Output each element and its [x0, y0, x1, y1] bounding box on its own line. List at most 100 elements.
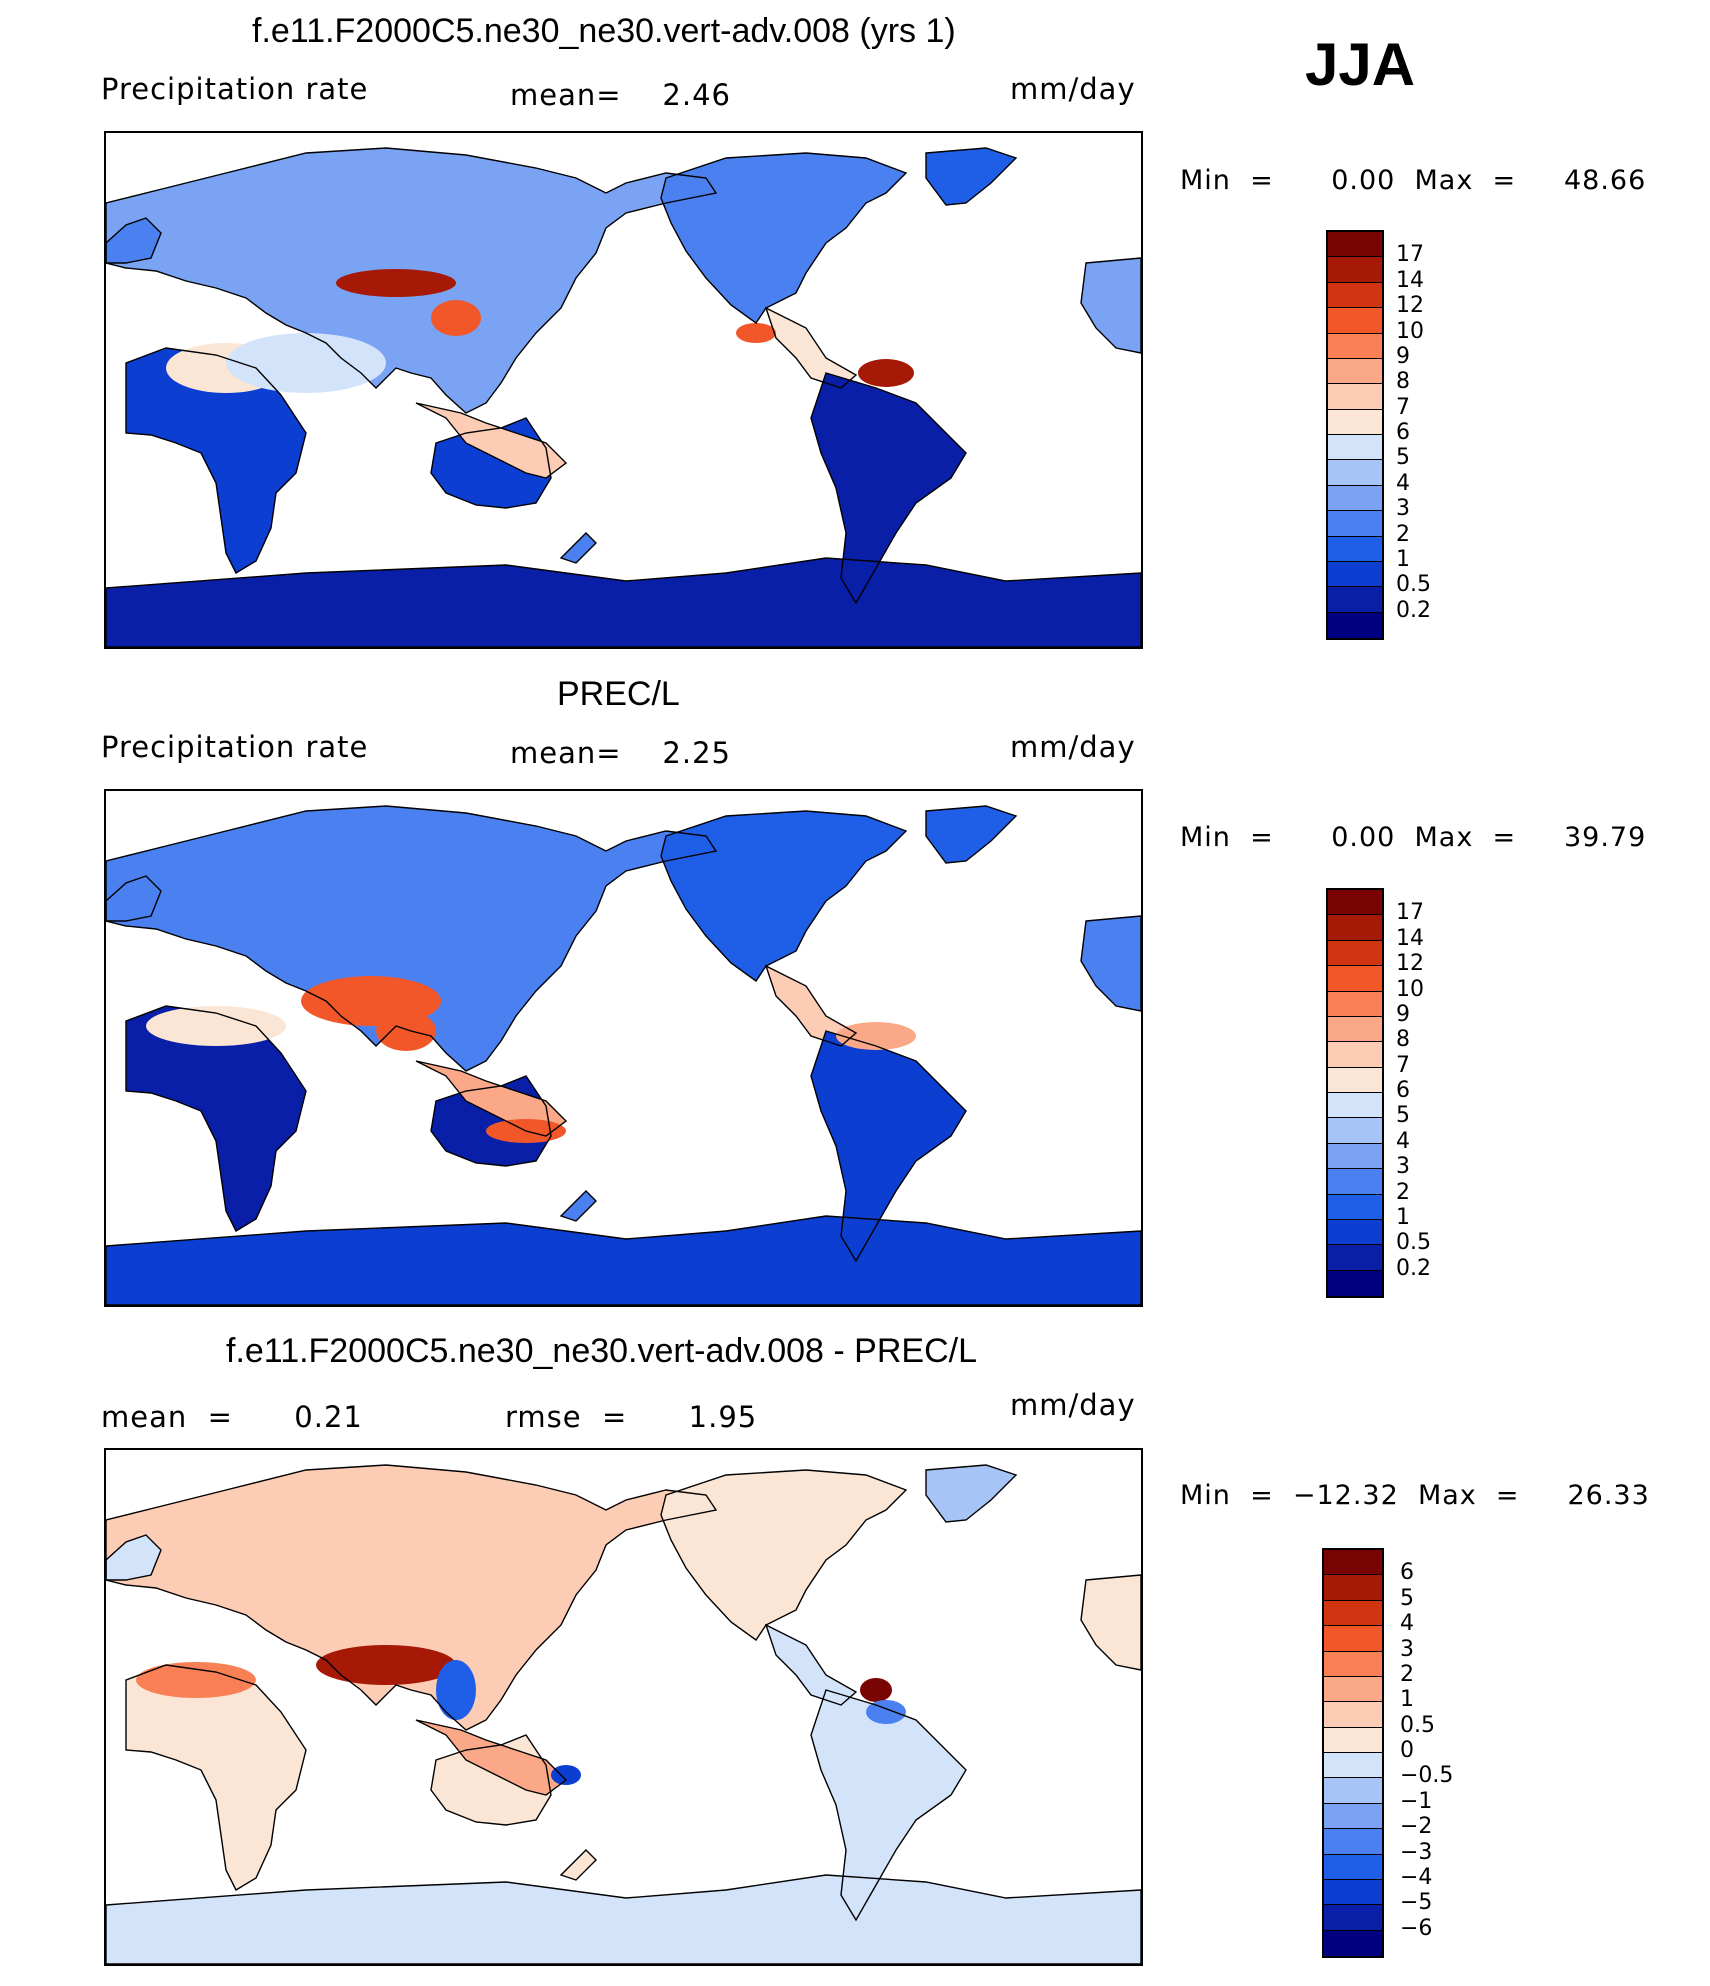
land-nz [561, 533, 596, 563]
coastline [430, 1734, 552, 1826]
panel3-colorbar [1322, 1548, 1384, 1958]
panel1-mean: mean= 2.46 [510, 78, 731, 112]
land-greenland [926, 148, 1016, 205]
land-camerica [766, 966, 856, 1046]
colorbar-label: 9 [1396, 343, 1410, 369]
colorbar-swatch [1328, 1118, 1382, 1144]
colorbar-label: 8 [1396, 369, 1410, 395]
land-africa [126, 1665, 306, 1890]
colorbar-label: 6 [1396, 1078, 1410, 1103]
coastline [925, 147, 1018, 206]
precip-hotspot [436, 1660, 476, 1720]
colorbar-swatch [1324, 1600, 1382, 1627]
coastline [430, 1075, 552, 1167]
colorbar-swatch [1328, 587, 1382, 613]
colorbar-swatch [1328, 333, 1382, 359]
panel3-rmse: rmse = 1.95 [505, 1400, 758, 1434]
colorbar-swatch [1328, 1194, 1382, 1220]
land-antarctica [106, 558, 1141, 647]
coastline [1080, 915, 1141, 1012]
colorbar-swatch [1324, 1930, 1382, 1956]
colorbar-swatch [1328, 1143, 1382, 1170]
panel1-map-svg [106, 147, 1141, 647]
coastline [559, 532, 597, 564]
coastline [925, 805, 1018, 864]
colorbar-swatch [1328, 232, 1382, 258]
colorbar-swatch [1324, 1778, 1382, 1804]
coastline [106, 1215, 1141, 1305]
colorbar-swatch [1328, 1270, 1382, 1296]
precip-hotspot [836, 1022, 916, 1050]
colorbar-swatch [1324, 1727, 1382, 1753]
colorbar-swatch [1328, 940, 1382, 967]
precip-hotspot [858, 359, 914, 387]
colorbar-swatch [1328, 1093, 1382, 1119]
colorbar-label: −5 [1400, 1890, 1433, 1916]
precip-hotspot [860, 1678, 892, 1702]
colorbar-swatch [1328, 460, 1382, 486]
panel2-title: PREC/L [557, 675, 680, 713]
colorbar-label: 10 [1396, 318, 1424, 344]
colorbar-label: 17 [1396, 900, 1424, 926]
coastline [125, 347, 307, 574]
coastline [660, 152, 908, 324]
coastline [430, 417, 552, 509]
colorbar-swatch [1328, 915, 1382, 941]
colorbar-label: 2 [1396, 1179, 1410, 1205]
land-seasia [416, 1061, 566, 1136]
colorbar-label: 0.2 [1396, 1255, 1431, 1281]
land-eurasia [106, 1465, 716, 1730]
panel3-map [104, 1448, 1143, 1966]
land-namerica [661, 153, 906, 323]
colorbar-label: 6 [1400, 1560, 1414, 1586]
colorbar-label: 5 [1396, 1103, 1410, 1129]
precip-hotspot [316, 1645, 456, 1685]
panel3-title: f.e11.F2000C5.ne30_ne30.vert-adv.008 - P… [226, 1332, 977, 1370]
colorbar-label: 1 [1396, 546, 1410, 572]
panel2-mean: mean= 2.25 [510, 736, 731, 770]
land-greenland [926, 1465, 1016, 1522]
colorbar-swatch [1328, 511, 1382, 537]
colorbar-swatch [1324, 1550, 1382, 1576]
panel1-variable: Precipitation rate [101, 72, 369, 106]
colorbar-swatch [1328, 1016, 1382, 1043]
coastline [764, 306, 858, 389]
panel1-units: mm/day [1010, 72, 1136, 106]
coastline [106, 1874, 1141, 1964]
land-iberia_africa_e [1081, 916, 1141, 1011]
land-europe_w [106, 218, 161, 263]
colorbar-swatch [1328, 282, 1382, 309]
colorbar-label: −1 [1400, 1788, 1433, 1814]
colorbar-label: 10 [1396, 976, 1424, 1002]
land-seasia [416, 403, 566, 478]
colorbar-label: 5 [1400, 1585, 1414, 1611]
colorbar-label: 14 [1396, 925, 1424, 951]
coastline [925, 1464, 1018, 1523]
panel1-colorbar [1326, 230, 1384, 640]
colorbar-swatch [1328, 435, 1382, 461]
colorbar-label: 3 [1400, 1636, 1414, 1662]
coastline [559, 1190, 597, 1222]
colorbar-label: 9 [1396, 1001, 1410, 1027]
colorbar-label: −3 [1400, 1839, 1433, 1865]
coastline [106, 1534, 162, 1581]
panel2-variable: Precipitation rate [101, 730, 369, 764]
land-seasia [416, 1720, 566, 1795]
land-europe_w [106, 876, 161, 921]
colorbar-swatch [1324, 1676, 1382, 1703]
colorbar-swatch [1328, 1245, 1382, 1271]
panel2-units: mm/day [1010, 730, 1136, 764]
colorbar-label: −2 [1400, 1814, 1433, 1840]
colorbar-swatch [1328, 1042, 1382, 1068]
coastline [415, 1060, 568, 1137]
coastline [810, 372, 967, 605]
colorbar-label: 6 [1396, 420, 1410, 445]
coastline [810, 1030, 967, 1263]
colorbar-swatch [1328, 1067, 1382, 1093]
coastline [810, 1689, 967, 1922]
land-eurasia [106, 806, 716, 1071]
precip-hotspot [376, 1011, 436, 1051]
colorbar-swatch [1328, 1219, 1382, 1246]
colorbar-swatch [1328, 890, 1382, 916]
coastline [106, 1464, 718, 1731]
